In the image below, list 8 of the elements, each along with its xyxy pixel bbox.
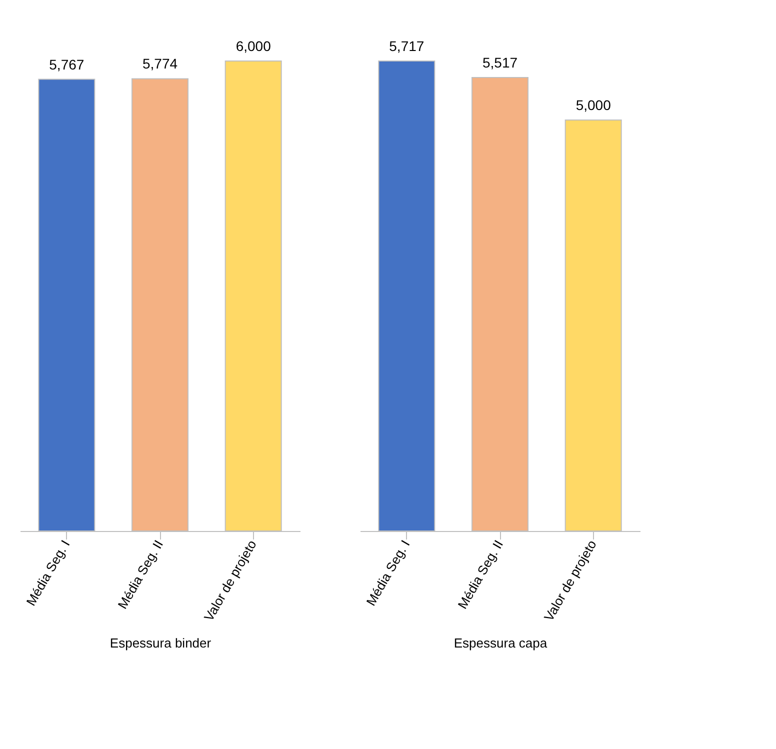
x-axis-title: Espessura capa	[454, 636, 548, 651]
data-label: 6,000	[236, 38, 272, 54]
data-label: 5,767	[49, 56, 84, 72]
data-label: 5,517	[482, 54, 518, 70]
data-label: 5,774	[142, 56, 178, 72]
x-axis-title: Espessura binder	[110, 636, 212, 651]
data-label: 5,717	[389, 38, 424, 54]
data-label: 5,000	[576, 96, 612, 113]
